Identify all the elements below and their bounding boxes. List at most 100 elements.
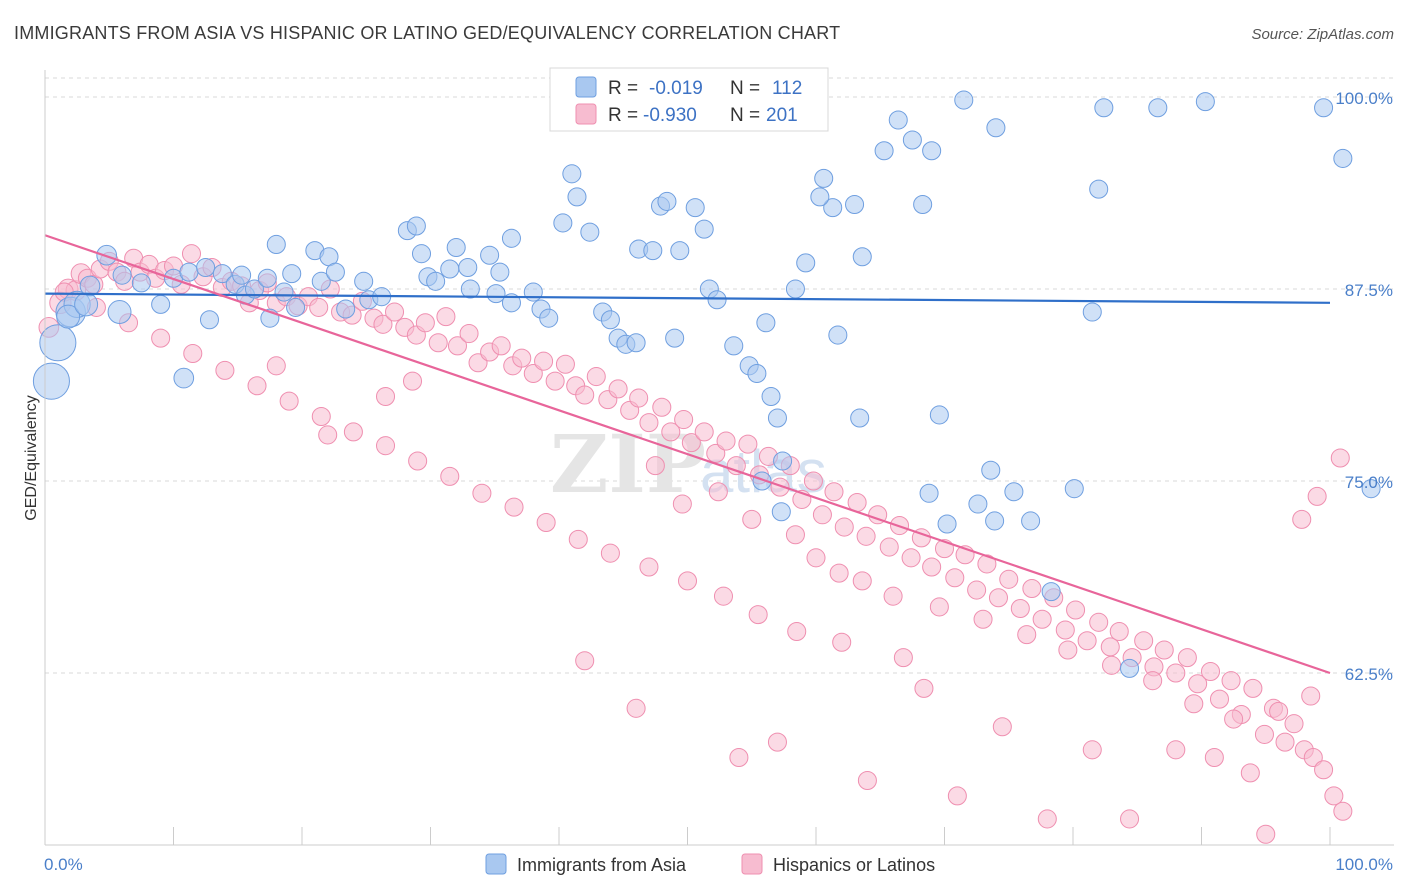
- hispanic-point: [803, 471, 823, 491]
- hispanic-point: [645, 456, 665, 476]
- hispanic-point: [893, 648, 913, 668]
- hispanic-point: [1314, 760, 1334, 780]
- hispanic-point: [806, 548, 826, 568]
- hispanic-point: [929, 597, 949, 617]
- asia-point: [785, 279, 805, 299]
- asia-point: [985, 511, 1005, 531]
- hispanic-point: [677, 571, 698, 591]
- series-layer: [32, 90, 1381, 844]
- hispanic-point: [1037, 809, 1057, 829]
- asia-point: [1089, 179, 1109, 199]
- asia-point: [747, 363, 767, 384]
- x-tick-label-max: 100.0%: [1335, 855, 1393, 874]
- asia-point: [199, 310, 219, 330]
- asia-point: [426, 271, 446, 291]
- hispanic-point: [742, 509, 762, 529]
- hispanic-point: [1301, 686, 1321, 706]
- hispanic-point: [856, 526, 876, 546]
- hispanic-point: [536, 512, 556, 532]
- hispanic-point: [945, 568, 965, 588]
- asia-point: [929, 405, 949, 425]
- asia-point: [937, 514, 957, 534]
- asia-point: [707, 290, 727, 310]
- legend-r-value-hispanic: -0.930: [643, 105, 697, 126]
- series-hispanic: [38, 244, 1353, 844]
- asia-point: [1314, 98, 1334, 118]
- asia-point: [823, 198, 843, 218]
- asia-point: [480, 245, 500, 265]
- legend-r-label-asia: R =: [608, 78, 638, 99]
- asia-point: [814, 168, 834, 188]
- hispanic-point: [922, 557, 942, 577]
- asia-point: [902, 130, 922, 150]
- x-tick-label-min: 0.0%: [44, 855, 83, 874]
- asia-point: [888, 110, 908, 130]
- bottom-legend: Immigrants from Asia Hispanics or Latino…: [485, 853, 935, 875]
- asia-point: [913, 195, 933, 215]
- hispanic-point: [447, 336, 468, 356]
- hispanic-point: [1292, 509, 1312, 529]
- hispanic-point: [674, 410, 694, 430]
- asia-point: [562, 164, 582, 184]
- hispanic-point: [1333, 801, 1353, 821]
- asia-point: [1148, 98, 1168, 118]
- hispanic-point: [1324, 786, 1344, 806]
- asia-point: [968, 494, 988, 514]
- hispanic-point: [852, 571, 872, 591]
- hispanic-point: [215, 360, 235, 380]
- asia-point: [852, 247, 872, 267]
- legend-swatch-hispanic: [575, 103, 597, 125]
- hispanic-point: [947, 786, 967, 806]
- hispanic-point: [770, 477, 790, 497]
- asia-trend-line: [44, 292, 1331, 304]
- hispanic-point: [428, 333, 448, 353]
- hispanic-point: [1188, 674, 1208, 694]
- hispanic-point: [977, 554, 997, 574]
- hispanic-point: [318, 425, 338, 445]
- hispanic-point: [857, 771, 877, 791]
- hispanic-point: [1254, 724, 1274, 744]
- stats-legend: R = -0.019 N = 112 R = -0.930 N = 201: [549, 67, 829, 132]
- hispanic-point: [694, 422, 714, 442]
- asia-point: [411, 244, 432, 264]
- hispanic-point: [555, 354, 575, 374]
- series-asia: [32, 90, 1381, 678]
- hispanic-point: [1284, 714, 1304, 734]
- asia-point: [56, 304, 81, 329]
- hispanic-point: [1066, 600, 1086, 620]
- hispanic-point: [1307, 486, 1327, 506]
- hispanic-point: [1240, 763, 1260, 783]
- hispanic-trend-line: [44, 234, 1331, 675]
- hispanic-point: [309, 297, 329, 317]
- legend-n-value-asia: 112: [772, 78, 802, 99]
- hispanic-point: [1243, 678, 1263, 698]
- asia-point: [1120, 658, 1140, 678]
- y-tick-label: 100.0%: [1335, 89, 1393, 108]
- y-tick-label: 87.5%: [1345, 281, 1393, 300]
- hispanic-point: [151, 328, 171, 348]
- asia-point: [1361, 479, 1381, 499]
- hispanic-point: [608, 379, 628, 399]
- hispanic-point: [343, 422, 363, 442]
- hispanic-point: [376, 436, 396, 456]
- asia-point: [796, 253, 816, 273]
- asia-point: [1021, 511, 1041, 531]
- asia-point: [626, 333, 646, 353]
- asia-point: [282, 264, 302, 284]
- asia-point: [845, 195, 865, 215]
- asia-point: [311, 271, 331, 291]
- asia-point: [756, 313, 776, 333]
- hispanic-point: [568, 529, 588, 549]
- hispanic-point: [999, 569, 1019, 589]
- asia-point: [112, 265, 132, 285]
- hispanic-point: [639, 557, 659, 577]
- asia-point: [810, 187, 830, 207]
- asia-point: [286, 297, 306, 317]
- asia-point: [567, 187, 587, 207]
- hispanic-point: [748, 605, 768, 625]
- asia-point: [446, 238, 466, 258]
- hispanic-point: [713, 586, 733, 606]
- asia-point: [336, 299, 356, 319]
- asia-point: [39, 324, 77, 362]
